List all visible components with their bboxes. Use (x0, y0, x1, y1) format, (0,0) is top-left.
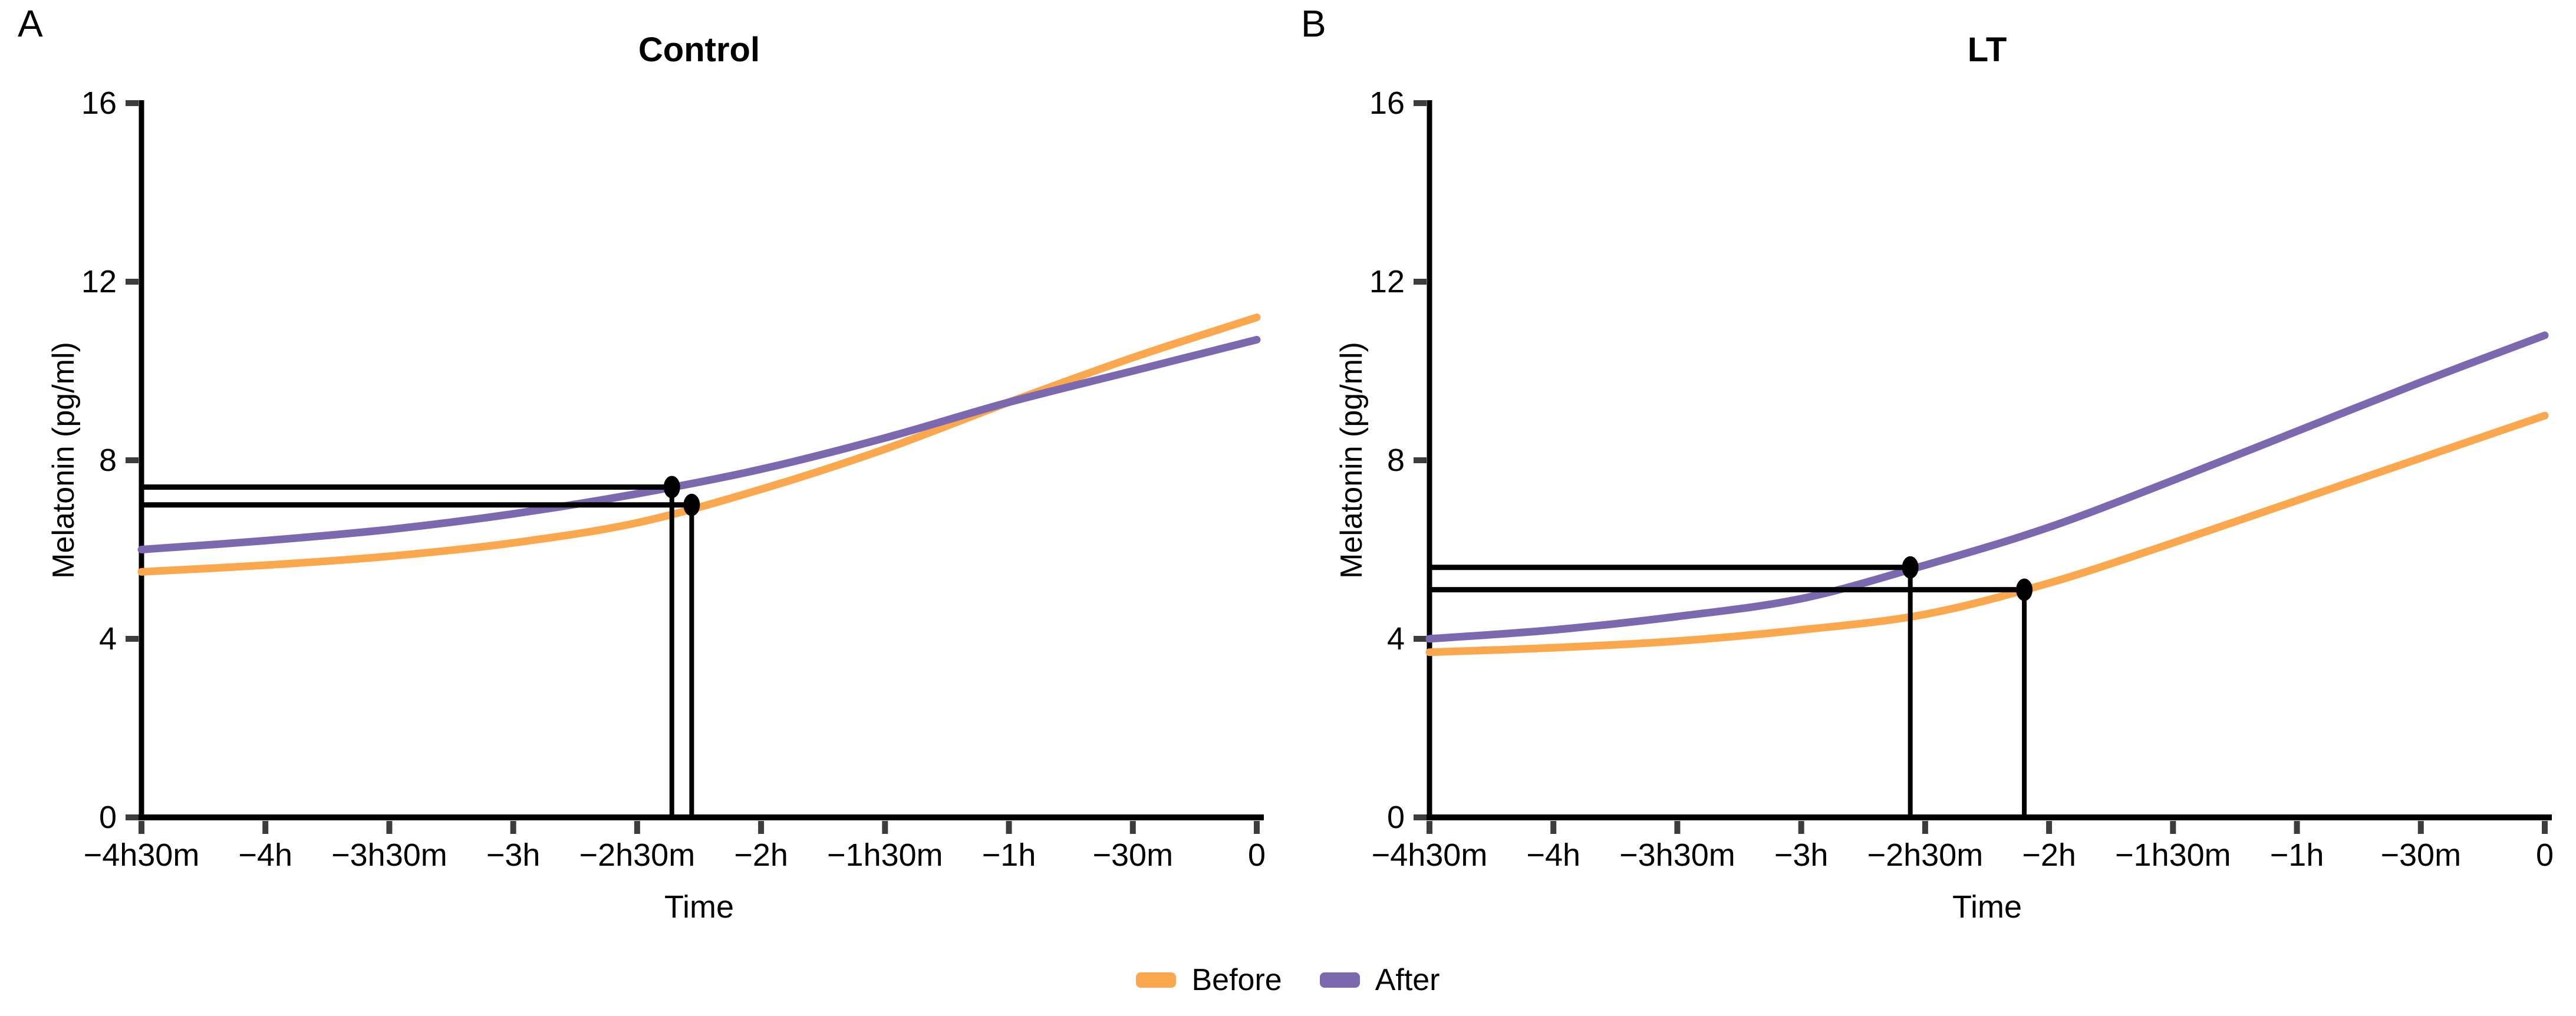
svg-text:−1h: −1h (982, 837, 1036, 873)
svg-text:0: 0 (1248, 837, 1266, 873)
panel-lt: B LT Melatonin (pg/ml) Time 0 4 8 12 16 −4h30… (1288, 0, 2576, 1016)
svg-text:0: 0 (1387, 800, 1405, 835)
svg-text:−4h30m: −4h30m (1372, 837, 1488, 873)
svg-text:0: 0 (99, 800, 117, 835)
svg-text:4: 4 (99, 621, 117, 657)
svg-text:−30m: −30m (2380, 837, 2461, 873)
svg-text:12: 12 (1369, 264, 1405, 299)
svg-text:−2h: −2h (734, 837, 788, 873)
svg-text:12: 12 (81, 264, 117, 299)
svg-text:−3h30m: −3h30m (331, 837, 447, 873)
svg-text:16: 16 (81, 85, 117, 121)
panel-control: A Control Melatonin (pg/ml) Time 0 4 8 12 16… (18, 2, 1266, 925)
legend: Before After (0, 955, 2576, 1005)
svg-text:−30m: −30m (1092, 837, 1173, 873)
panel-a-plot: 0 4 8 12 16 −4h30m −4h −3h30m −3h −2h30m −2h −1h30m… (81, 85, 1266, 873)
legend-item-before: Before (1136, 965, 1282, 995)
legend-item-after: After (1319, 963, 1440, 997)
svg-text:8: 8 (99, 443, 117, 478)
after-line-swatch-icon (1319, 972, 1360, 988)
svg-text:8: 8 (1387, 443, 1405, 478)
panel-b-label: B (1301, 2, 1326, 45)
svg-text:−4h: −4h (238, 837, 292, 873)
svg-text:−3h: −3h (486, 837, 541, 873)
svg-text:−3h: −3h (1774, 837, 1829, 873)
before-line-swatch-icon (1136, 972, 1177, 988)
panel-a-label: A (18, 2, 43, 45)
svg-text:−2h30m: −2h30m (1867, 837, 1984, 873)
svg-text:16: 16 (1369, 85, 1405, 121)
svg-text:−4h30m: −4h30m (84, 837, 200, 873)
panel-a-title: Control (638, 31, 760, 69)
svg-text:−3h30m: −3h30m (1619, 837, 1735, 873)
panel-b-x-axis-title: Time (1952, 889, 2022, 925)
svg-text:−1h30m: −1h30m (2115, 837, 2231, 873)
legend-label-after: After (1375, 963, 1440, 997)
svg-text:−4h: −4h (1526, 837, 1580, 873)
svg-text:−2h30m: −2h30m (579, 837, 696, 873)
svg-text:−1h: −1h (2270, 837, 2324, 873)
svg-text:−1h30m: −1h30m (827, 837, 943, 873)
svg-text:−2h: −2h (2022, 837, 2076, 873)
svg-text:4: 4 (1387, 621, 1405, 657)
svg-text:0: 0 (2536, 837, 2554, 873)
legend-label-before: Before (1191, 963, 1282, 997)
panel-a-x-axis-title: Time (664, 889, 734, 925)
panel-b-plot: 0 4 8 12 16 −4h30m −4h −3h30m −3h −2h30m −2h −1h30m… (1369, 85, 2554, 873)
panel-b-title: LT (1967, 31, 2007, 69)
